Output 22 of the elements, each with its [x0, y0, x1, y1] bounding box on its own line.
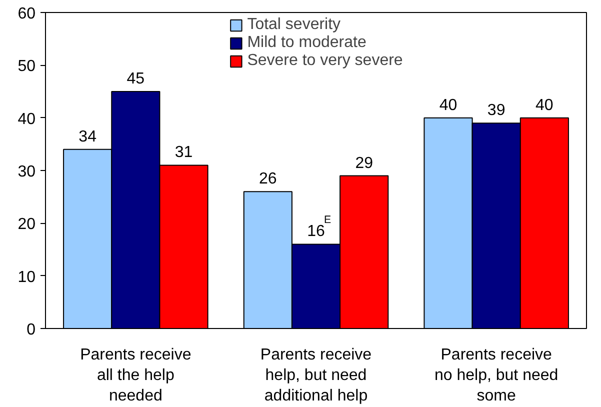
data-label: 40 — [536, 96, 554, 114]
legend-label: Severe to very severe — [247, 52, 403, 70]
x-tick-label: Parents receive all the help needed — [80, 346, 192, 404]
data-label: 39 — [487, 102, 506, 120]
data-label: 16E — [307, 214, 332, 240]
data-label: 31 — [174, 144, 193, 162]
data-label: 45 — [126, 70, 145, 88]
data-label: 40 — [439, 96, 458, 114]
y-tick-label: 60 — [18, 6, 36, 22]
y-tick-label: 40 — [18, 110, 36, 128]
data-label: 26 — [259, 170, 277, 188]
x-tick-label: Parents receive help, but need additional help — [260, 346, 372, 404]
y-tick-label: 50 — [18, 58, 36, 76]
data-label: 34 — [78, 128, 97, 146]
y-tick-label: 30 — [18, 164, 36, 180]
data-label: 29 — [355, 154, 374, 172]
y-tick-label: 10 — [18, 268, 36, 286]
legend-label: Mild to moderate — [247, 34, 366, 52]
x-tick-label: Parents receive no help, but need some — [434, 346, 558, 404]
legend-label: Total severity — [247, 16, 341, 34]
y-tick-label: 20 — [18, 216, 36, 234]
y-tick-label: 0 — [26, 322, 36, 338]
